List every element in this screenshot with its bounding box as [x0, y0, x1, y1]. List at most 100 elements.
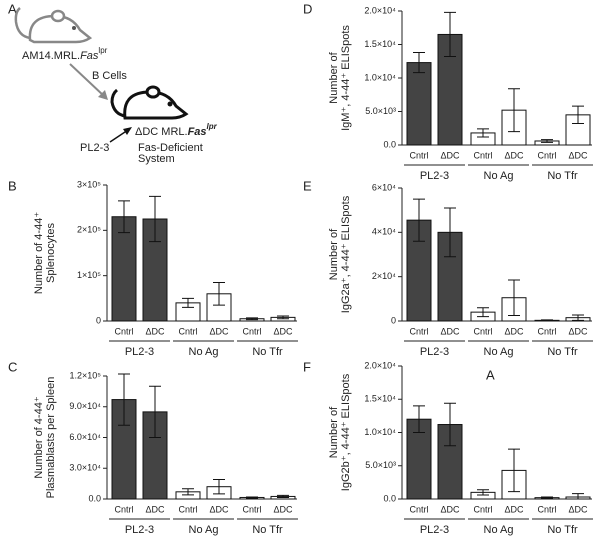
y-tick-label: 0 [391, 315, 396, 325]
group-label: PL2-3 [420, 346, 449, 358]
text: lpr [207, 122, 218, 131]
error-bar [444, 402, 456, 447]
y-tick-label: 1.2×10⁵ [69, 370, 101, 380]
y-axis-label: IgM⁺, 4-44⁺ ELISpots [340, 25, 352, 131]
group-label: No Ag [484, 524, 514, 536]
error-bar [277, 315, 289, 320]
error-bar [444, 11, 456, 58]
group-label: No Tfr [547, 524, 578, 536]
error-bar [413, 405, 425, 433]
y-tick-label: 5.0×10³ [365, 106, 396, 116]
y-tick-label: 2×10⁴ [372, 271, 396, 281]
panel-label: D [303, 1, 312, 16]
strain-label: PL2-3 [80, 142, 109, 154]
x-tick-label: ΔDC [440, 150, 460, 160]
y-tick-label: 3×10⁵ [77, 179, 101, 189]
error-bar [213, 281, 225, 306]
error-bar [149, 195, 161, 243]
error-bar [444, 207, 456, 258]
y-axis-label: IgG2b⁺, 4-44⁺ ELISpots [340, 373, 352, 491]
x-tick-label: ΔDC [145, 326, 165, 336]
error-bar [246, 496, 258, 499]
y-tick-label: 4×10⁴ [372, 227, 396, 237]
x-tick-label: Cntrl [409, 326, 428, 336]
y-axis-label: Number of 4-44⁺ [33, 212, 45, 294]
error-bar [182, 488, 194, 496]
group-label: No Ag [189, 524, 219, 536]
x-tick-label: ΔDC [504, 326, 524, 336]
x-tick-label: Cntrl [242, 326, 261, 336]
group-label: No Tfr [252, 524, 283, 536]
error-bar [246, 317, 258, 321]
x-tick-label: ΔDC [273, 504, 293, 514]
error-bar [508, 279, 520, 316]
error-bar [572, 105, 584, 125]
x-tick-label: ΔDC [568, 150, 588, 160]
x-tick-label: Cntrl [114, 504, 133, 514]
x-tick-label: ΔDC [145, 504, 165, 514]
panel-label: E [303, 178, 312, 193]
error-bar [477, 128, 489, 138]
y-axis-label: IgG2a⁺, 4-44⁺ ELISpots [340, 195, 352, 313]
text: ΔDC MRL. [135, 126, 188, 138]
error-bar [149, 385, 161, 438]
y-axis-label: Number of [328, 228, 340, 280]
error-bar [118, 373, 130, 426]
x-tick-label: ΔDC [568, 326, 588, 336]
panel-label: B [8, 178, 17, 193]
panel-label: A [8, 1, 17, 16]
y-tick-label: 9.0×10⁴ [69, 401, 101, 411]
recipient-label: ΔDC MRL.Faslpr [135, 122, 218, 138]
y-axis-label: Plasmablasts per Spleen [45, 377, 57, 499]
y-tick-label: 6×10⁴ [372, 182, 396, 192]
x-tick-label: ΔDC [440, 504, 460, 514]
y-axis-label: Splenocytes [45, 223, 57, 283]
y-tick-label: 0.0 [383, 139, 396, 149]
error-bar [477, 307, 489, 318]
error-bar [118, 200, 130, 234]
error-bar [541, 496, 553, 499]
error-bar [213, 479, 225, 495]
group-label: No Tfr [547, 346, 578, 358]
y-tick-label: 0.0 [88, 493, 101, 503]
y-tick-label: 0.0 [383, 493, 396, 503]
group-label: PL2-3 [125, 524, 154, 536]
error-bar [508, 448, 520, 493]
donor-mouse [14, 7, 93, 44]
x-tick-label: ΔDC [440, 326, 460, 336]
text: lpr [98, 46, 107, 55]
y-tick-label: 1.0×10⁴ [364, 427, 396, 437]
x-tick-label: Cntrl [114, 326, 133, 336]
error-bar [182, 297, 194, 308]
error-bar [572, 493, 584, 500]
x-tick-label: ΔDC [273, 326, 293, 336]
x-tick-label: ΔDC [209, 326, 229, 336]
y-tick-label: 6.0×10⁴ [69, 432, 101, 442]
x-tick-label: Cntrl [178, 326, 197, 336]
x-tick-label: Cntrl [537, 326, 556, 336]
group-label: No Tfr [547, 170, 578, 182]
arrowhead [98, 90, 108, 100]
x-tick-label: Cntrl [473, 150, 492, 160]
error-bar [413, 52, 425, 74]
arrow [69, 63, 105, 97]
y-axis-label: Number of 4-44⁺ [33, 396, 45, 478]
error-bar [413, 198, 425, 242]
group-label: No Ag [189, 346, 219, 358]
error-bar [477, 489, 489, 496]
group-label: PL2-3 [420, 170, 449, 182]
x-tick-label: Cntrl [178, 504, 197, 514]
bar [406, 62, 432, 146]
group-label: No Ag [484, 170, 514, 182]
system-label: Fas-Deficient [138, 142, 203, 154]
y-tick-label: 2×10⁵ [77, 225, 101, 235]
error-bar [541, 139, 553, 143]
text: Fas [80, 50, 99, 62]
y-tick-label: 1×10⁵ [77, 270, 101, 280]
x-tick-label: ΔDC [504, 504, 524, 514]
y-tick-label: 5.0×10³ [365, 460, 396, 470]
group-label: PL2-3 [420, 524, 449, 536]
x-tick-label: Cntrl [473, 326, 492, 336]
group-label: PL2-3 [125, 346, 154, 358]
